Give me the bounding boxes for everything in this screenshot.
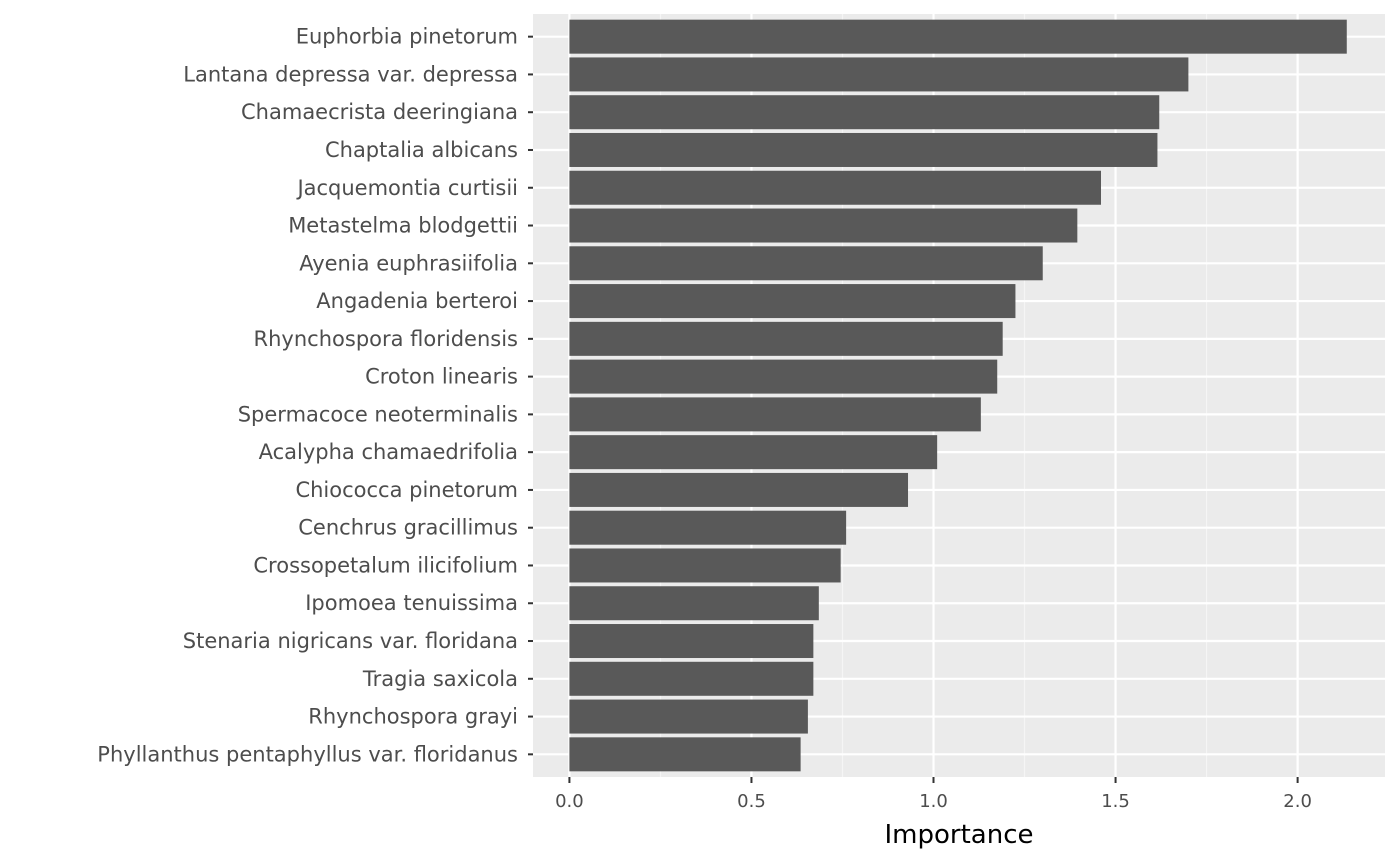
category-label: Chiococca pinetorum bbox=[295, 478, 518, 502]
category-label: Euphorbia pinetorum bbox=[296, 25, 518, 49]
category-label: Lantana depressa var. depressa bbox=[183, 62, 518, 86]
bar bbox=[569, 548, 841, 583]
bar bbox=[569, 397, 981, 432]
bar bbox=[569, 699, 808, 734]
category-label: Phyllanthus pentaphyllus var. floridanus bbox=[97, 742, 518, 766]
bar bbox=[569, 624, 814, 659]
category-label: Crossopetalum ilicifolium bbox=[253, 553, 518, 577]
x-tick-label: 0.0 bbox=[555, 791, 584, 812]
bar bbox=[569, 19, 1347, 54]
bar bbox=[569, 284, 1016, 319]
category-label: Jacquemontia curtisii bbox=[295, 176, 518, 200]
category-label: Croton linearis bbox=[365, 365, 518, 389]
bar bbox=[569, 321, 1003, 356]
x-tick-label: 2.0 bbox=[1283, 791, 1312, 812]
x-axis-ticks: 0.0 0.5 1.0 1.5 2.0 bbox=[555, 777, 1312, 812]
x-tick-label: 1.5 bbox=[1101, 791, 1130, 812]
category-label: Rhynchospora grayi bbox=[308, 705, 518, 729]
category-label: Stenaria nigricans var. floridana bbox=[183, 629, 518, 653]
bars bbox=[569, 19, 1347, 772]
bar bbox=[569, 359, 998, 394]
bar bbox=[569, 435, 938, 470]
bar bbox=[569, 661, 814, 696]
category-label: Angadenia berteroi bbox=[316, 289, 518, 313]
bar bbox=[569, 57, 1189, 92]
category-label: Metastelma blodgettii bbox=[288, 214, 518, 238]
bar bbox=[569, 586, 819, 621]
category-label: Rhynchospora floridensis bbox=[254, 327, 518, 351]
category-label: Spermacoce neoterminalis bbox=[238, 402, 518, 426]
category-label: Chamaecrista deeringiana bbox=[241, 100, 518, 124]
category-label: Tragia saxicola bbox=[362, 667, 518, 691]
bar bbox=[569, 95, 1160, 130]
bar bbox=[569, 246, 1043, 281]
bar bbox=[569, 132, 1158, 167]
category-label: Ayenia euphrasiifolia bbox=[299, 251, 518, 275]
category-label: Acalypha chamaedrifolia bbox=[259, 440, 518, 464]
category-label: Chaptalia albicans bbox=[325, 138, 518, 162]
x-axis-title: Importance bbox=[885, 820, 1034, 850]
bar bbox=[569, 170, 1101, 205]
bar bbox=[569, 510, 847, 545]
category-label: Ipomoea tenuissima bbox=[305, 591, 518, 615]
bar bbox=[569, 208, 1078, 243]
bar bbox=[569, 737, 801, 772]
x-tick-label: 0.5 bbox=[737, 791, 766, 812]
category-label: Cenchrus gracillimus bbox=[298, 516, 518, 540]
bar bbox=[569, 472, 909, 507]
category-labels: Euphorbia pinetorum Lantana depressa var.… bbox=[97, 25, 533, 766]
x-tick-label: 1.0 bbox=[919, 791, 948, 812]
